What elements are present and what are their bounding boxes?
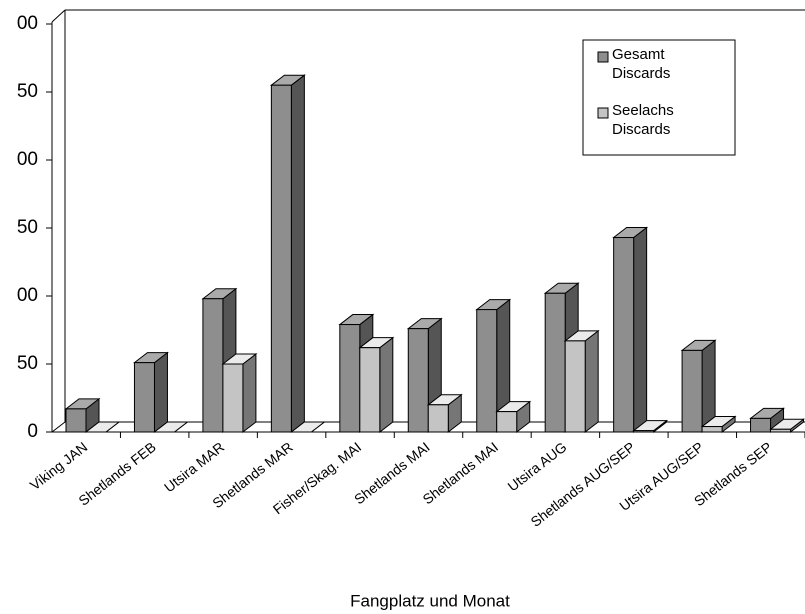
y-tick-label: 0 (27, 421, 38, 442)
floor-edge (51, 421, 66, 433)
bar-front (544, 292, 566, 433)
y-tick-label: 00 (17, 13, 38, 34)
bar (406, 317, 443, 434)
legend-swatch (597, 51, 609, 63)
bar (221, 352, 258, 434)
x-axis-title: Fangplatz und Monat (350, 591, 510, 610)
bar-front (65, 408, 87, 433)
bar (475, 298, 512, 434)
legend-entry: Gesamt Discards (612, 46, 671, 82)
bar-front (564, 340, 586, 433)
bar (680, 339, 717, 434)
wall-edge (51, 9, 66, 23)
legend-swatch (597, 107, 609, 119)
bar (612, 226, 649, 434)
bar-front (133, 362, 155, 433)
bar (84, 421, 121, 433)
bar-front (496, 411, 518, 433)
bar (64, 397, 101, 434)
legend-label: Seelachs Discards (612, 102, 674, 138)
bar-front (770, 428, 792, 433)
x-tick-label: Utsira MAR (161, 439, 227, 496)
bar (152, 421, 189, 433)
bar-side (242, 352, 257, 434)
bar (269, 74, 306, 434)
bar-front (476, 309, 498, 433)
bar-front (613, 237, 635, 433)
bar-side (379, 336, 394, 434)
bar-front (222, 363, 244, 433)
bar-front (359, 347, 381, 433)
y-tick-label: 50 (17, 353, 38, 374)
bar-top (84, 421, 121, 433)
bar (289, 421, 326, 433)
bar (426, 393, 463, 434)
bar (495, 400, 532, 434)
bar (700, 415, 737, 434)
bar-side (290, 74, 305, 434)
bar-front (427, 404, 449, 433)
bar-side (633, 226, 648, 434)
bar-top (152, 421, 189, 433)
y-tick-label: 50 (17, 81, 38, 102)
bar-front (202, 298, 224, 433)
legend-entry: Seelachs Discards (612, 102, 674, 138)
bar (132, 351, 169, 434)
bar-side (584, 329, 599, 434)
bar (769, 418, 805, 434)
y-tick-label: 00 (17, 285, 38, 306)
legend-label: Gesamt Discards (612, 46, 671, 82)
bar-front (407, 328, 429, 433)
bar-front (750, 417, 772, 433)
y-tick-label: 50 (17, 217, 38, 238)
bar-side (153, 351, 168, 434)
bar-front (633, 430, 655, 433)
bar (358, 336, 395, 434)
bar-front (701, 426, 723, 433)
y-tick-label: 00 (17, 149, 38, 170)
bar (749, 407, 786, 434)
bar-front (270, 84, 292, 433)
bar (632, 419, 669, 434)
x-tick-label: Viking JAN (27, 439, 91, 494)
bar (563, 329, 600, 434)
bar-front (339, 324, 361, 433)
bar-front (681, 349, 703, 433)
x-tick-label: Shetlands MAI (419, 439, 501, 508)
x-tick-label: Utsira AUG (505, 439, 570, 495)
bar-top (289, 421, 326, 433)
